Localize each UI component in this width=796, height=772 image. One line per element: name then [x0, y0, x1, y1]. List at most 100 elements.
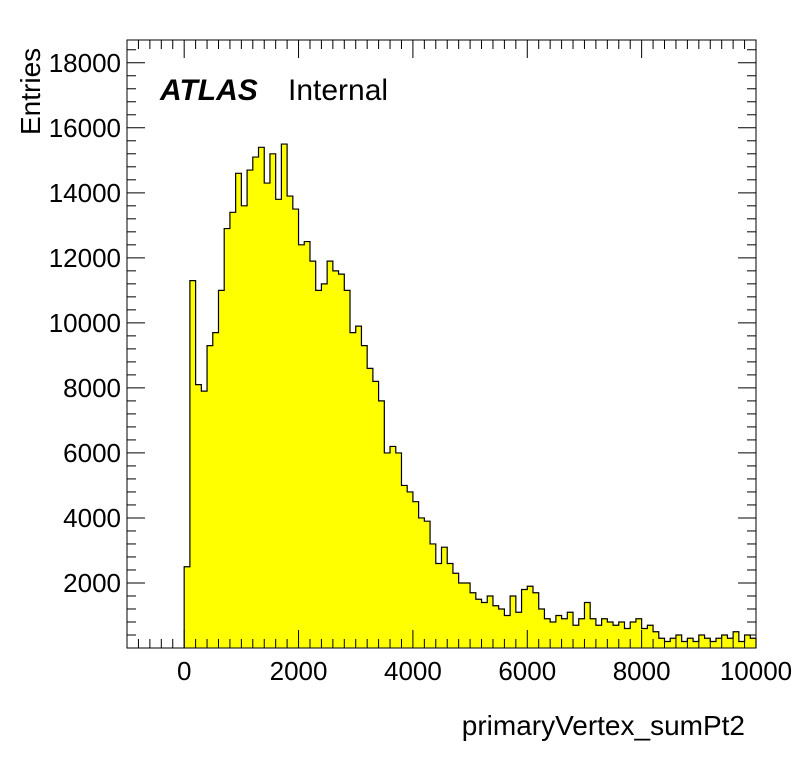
histogram-bars [183, 143, 757, 649]
histogram-bin [384, 452, 391, 648]
histogram-bin [229, 212, 237, 648]
histogram-bin [218, 290, 225, 648]
histogram-bin [447, 563, 454, 648]
x-tick-label: 0 [177, 656, 191, 686]
histogram-bin [395, 452, 402, 648]
x-tick-label: 8000 [613, 656, 671, 686]
histogram-bin [332, 270, 339, 648]
histogram-bin [235, 173, 242, 648]
y-tick-label: 6000 [63, 438, 121, 468]
y-tick-label: 18000 [49, 48, 121, 78]
x-axis-title: primaryVertex_sumPt2 [462, 710, 745, 741]
atlas-label: ATLAS [159, 74, 258, 107]
y-tick-label: 10000 [49, 308, 121, 338]
histogram-bin [195, 384, 202, 648]
internal-label: Internal [288, 74, 388, 107]
histogram-bin [653, 631, 660, 648]
axis-ticks [126, 40, 757, 649]
histogram-bin [252, 157, 259, 648]
histogram-bin [544, 618, 551, 648]
histogram-bin [458, 582, 465, 648]
histogram-bin [441, 547, 448, 648]
histogram-bin [727, 638, 734, 648]
histogram-bin [327, 261, 334, 648]
histogram-bin [601, 618, 608, 648]
histogram-bin [613, 625, 620, 648]
histogram-bin [224, 228, 231, 648]
histogram-bin [350, 332, 357, 648]
histogram-bin [744, 634, 751, 648]
histogram-bin [372, 381, 379, 648]
histogram-bin [452, 573, 460, 648]
histogram-bin [298, 244, 305, 648]
histogram-bin [527, 586, 534, 648]
histogram-bin [595, 625, 603, 648]
histogram-bin [498, 608, 505, 648]
histogram-bin [698, 634, 705, 648]
histogram-bin [715, 638, 723, 648]
histogram-bin [670, 638, 677, 648]
histogram-bin [470, 592, 477, 648]
histogram-bin [710, 641, 717, 648]
histogram-bin [521, 589, 528, 648]
histogram-bin [733, 631, 740, 648]
histogram-bin [510, 595, 517, 648]
histogram-bin [464, 582, 471, 648]
histogram-bin [475, 599, 482, 648]
y-tick-label: 14000 [49, 178, 121, 208]
y-tick-labels: 2000 4000 6000 8000 10000 12000 14000 16000 1800… [49, 48, 121, 598]
x-tick-label: 6000 [498, 656, 556, 686]
histogram-bin [492, 605, 500, 648]
y-tick-label: 2000 [63, 568, 121, 598]
histogram-bin [750, 638, 757, 648]
histogram-bin [207, 345, 214, 648]
histogram-bin [567, 612, 574, 648]
y-axis-title: Entries [15, 48, 46, 135]
histogram-bin [607, 621, 614, 648]
y-tick-label: 4000 [63, 503, 121, 533]
histogram-bin [618, 621, 625, 648]
histogram-bin [635, 618, 643, 648]
histogram-bin [338, 274, 345, 648]
histogram-bin [258, 147, 265, 648]
histogram-bin [361, 345, 368, 648]
histogram-bin [687, 638, 694, 648]
histogram-bin [212, 332, 219, 648]
histogram-bin [590, 618, 597, 648]
histogram-bin [390, 446, 397, 648]
histogram-bin [418, 517, 425, 648]
histogram-bin [304, 241, 311, 648]
histogram-bin [515, 612, 522, 648]
histogram-bin [412, 501, 420, 648]
histogram-bin [647, 625, 654, 648]
histogram-bin [481, 602, 488, 648]
histogram-bin [578, 618, 585, 648]
histogram-bin [269, 153, 277, 648]
histogram-bin [704, 638, 711, 648]
histogram-bin [504, 615, 511, 648]
histogram-bin [292, 209, 299, 648]
histogram-bin [315, 290, 322, 648]
histogram-bin [184, 566, 191, 648]
histogram-bin [264, 183, 271, 648]
histogram-bin [407, 491, 414, 648]
histogram-bin [430, 543, 437, 648]
histogram-bin [367, 368, 374, 648]
histogram-bin [532, 592, 540, 648]
histogram-bin [664, 641, 671, 648]
histogram-bin [201, 391, 208, 648]
histogram-bin [355, 326, 362, 648]
histogram-bin [344, 290, 351, 648]
histogram-bin [287, 196, 294, 648]
histogram-bin [738, 641, 745, 648]
histogram-bin [658, 638, 665, 648]
histogram-bin [275, 199, 282, 649]
histogram-bin [401, 485, 408, 648]
y-tick-label: 12000 [49, 243, 121, 273]
histogram-bin [487, 595, 494, 648]
histogram-outline [183, 143, 757, 648]
histogram-bin [309, 261, 317, 648]
y-tick-label: 16000 [49, 113, 121, 143]
histogram-bin [321, 283, 328, 648]
